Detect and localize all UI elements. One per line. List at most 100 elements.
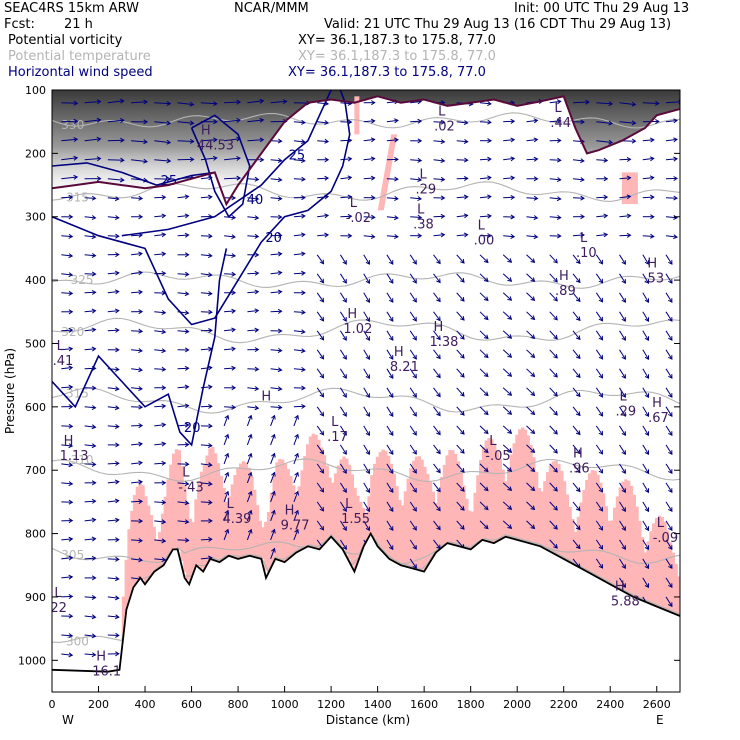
wind-vector-head [370, 137, 376, 143]
wind-vector-head [208, 536, 213, 542]
wind-vector-head [460, 316, 465, 321]
extremum-value: .29 [415, 183, 436, 198]
wind-vector [549, 120, 561, 123]
wind-vector [549, 368, 558, 378]
wind-vector [456, 254, 465, 264]
wind-vector [619, 577, 626, 588]
wind-vector-head [365, 355, 370, 361]
wind-vector [363, 311, 370, 322]
wind-vector-head [556, 99, 562, 105]
wind-vector-head [668, 450, 673, 456]
wind-vector-head [319, 487, 325, 493]
wind-vector-head [166, 120, 172, 126]
wind-vector-head [161, 213, 167, 219]
wind-vector-head [417, 214, 423, 220]
wind-speed-contour [121, 90, 332, 237]
wind-vector [61, 576, 73, 579]
wind-vector [433, 501, 441, 511]
wind-vector-head [224, 528, 230, 534]
wind-vector [386, 197, 398, 200]
wind-vector-head [530, 296, 536, 301]
field-wind-xy: XY= 36.1,187.3 to 175.8, 77.0 [288, 65, 486, 80]
wind-vector-head [68, 633, 74, 639]
wind-vector-head [626, 175, 632, 181]
wind-vector-head [575, 449, 581, 455]
wind-vector-head [483, 296, 489, 302]
wind-vector-head [114, 327, 120, 333]
wind-vector [293, 234, 305, 237]
wind-vector [270, 291, 282, 294]
wind-vector-head [161, 460, 167, 466]
wind-vector-head [68, 327, 74, 333]
wind-vector [433, 406, 441, 416]
wind-vector-head [649, 194, 655, 200]
wind-vector-head [161, 366, 167, 372]
wind-vector-head [161, 422, 167, 428]
wind-vector-head [138, 557, 143, 563]
extremum-marker: H [394, 345, 404, 360]
wind-vector-head [510, 233, 516, 239]
wind-vector [409, 482, 417, 493]
pv-shading-band [174, 449, 179, 550]
pv-shading-band [448, 450, 452, 544]
wind-vector [596, 196, 608, 199]
wind-vector-head [184, 461, 190, 467]
wind-vector [247, 216, 259, 219]
pv-shading-band [244, 462, 248, 558]
wind-vector [572, 444, 581, 454]
wind-vector-head [394, 234, 399, 240]
pv-shading-band [632, 494, 636, 597]
wind-vector [317, 196, 329, 199]
pv-shading-band [149, 515, 154, 578]
theta-contour-label: 325 [71, 273, 94, 287]
wind-vector [316, 463, 324, 474]
wind-vector-head [644, 355, 649, 361]
wind-vector [433, 215, 445, 218]
wind-vector [386, 463, 394, 474]
wind-vector-head [460, 525, 465, 530]
wind-vector [526, 406, 535, 415]
field-pv-xy: XY= 36.1,187.3 to 175.8, 77.0 [298, 33, 496, 48]
wind-vector-head [91, 385, 97, 391]
wind-vector-head [365, 488, 370, 494]
wind-vector [665, 273, 673, 284]
wind-vector-head [259, 137, 265, 143]
wind-vector [154, 424, 166, 427]
wind-vector [200, 273, 212, 276]
extremum-marker: L [57, 339, 65, 354]
wind-vector-head [119, 98, 125, 104]
wind-vector-head [231, 365, 237, 371]
wind-vector [549, 406, 558, 416]
wind-vector [177, 386, 189, 389]
wind-vector [526, 330, 535, 339]
wind-vector-head [319, 354, 325, 360]
pv-shading-band [604, 506, 608, 582]
wind-vector-head [417, 157, 423, 163]
wind-speed-label: 25 [161, 174, 178, 189]
wind-vector-head [114, 614, 120, 620]
wind-vector [386, 539, 394, 550]
wind-vector-head [530, 505, 536, 511]
wind-vector [642, 558, 649, 569]
wind-vector [526, 501, 535, 510]
wind-vector-head [96, 176, 102, 182]
wind-vector-head [91, 271, 97, 277]
wind-vector-head [412, 316, 417, 322]
wind-vector [200, 292, 212, 295]
wind-vector [340, 176, 352, 180]
wind-vector [177, 195, 189, 199]
pv-shading-band [264, 522, 268, 571]
wind-vector-head [483, 258, 489, 264]
wind-vector-head [507, 258, 513, 263]
wind-vector-head [673, 215, 678, 220]
wind-vector-head [259, 98, 265, 104]
pv-shading-band [520, 427, 525, 541]
wind-vector-head [254, 289, 260, 295]
extremum-value: 44.53 [197, 138, 234, 153]
wind-vector [619, 195, 631, 199]
wind-vector-head [300, 348, 306, 354]
wind-vector-head [91, 215, 97, 221]
extremum-marker: L [331, 415, 339, 430]
stratosphere-shading [52, 90, 680, 205]
wind-vector-head [580, 119, 585, 125]
